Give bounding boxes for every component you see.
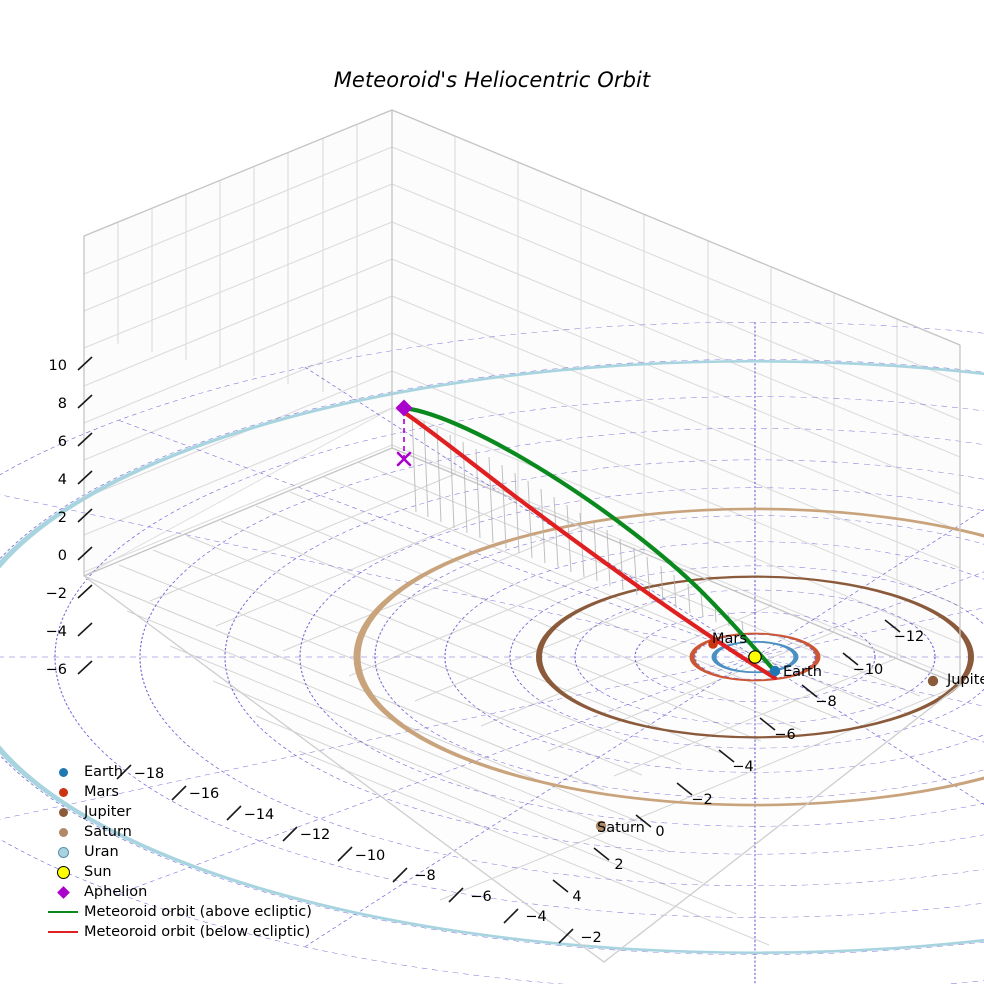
legend-label-saturn: Saturn bbox=[84, 824, 132, 840]
x-tick-m2: −2 bbox=[580, 930, 601, 946]
x-tick-m14: −14 bbox=[244, 807, 275, 823]
y-tick-2: 2 bbox=[614, 857, 623, 873]
planet-orbits bbox=[0, 360, 984, 954]
legend-item-orbit-below[interactable]: Meteoroid orbit (below ecliptic) bbox=[46, 922, 346, 942]
uran-marker-icon bbox=[46, 842, 80, 862]
ecliptic-polar-grid bbox=[0, 322, 984, 984]
x-tick-m16: −16 bbox=[189, 786, 220, 802]
orbit-mars bbox=[689, 632, 821, 682]
legend-item-jupiter[interactable]: Jupiter bbox=[46, 802, 346, 822]
legend-item-uran[interactable]: Uran bbox=[46, 842, 346, 862]
z-tick-0: 0 bbox=[58, 548, 67, 564]
legend-label-earth: Earth bbox=[84, 764, 123, 780]
z-tick-4: 4 bbox=[58, 472, 67, 488]
mars-label: Mars bbox=[712, 631, 747, 647]
x-axis-tick-labels: −18 −16 −14 −12 −10 −8 −6 −4 −2 bbox=[134, 766, 602, 946]
legend-item-orbit-above[interactable]: Meteoroid orbit (above ecliptic) bbox=[46, 902, 346, 922]
legend-item-aphelion[interactable]: Aphelion bbox=[46, 882, 346, 902]
y-tick-m2: −2 bbox=[691, 792, 712, 808]
z-tick-6: 6 bbox=[58, 434, 67, 450]
legend-label-jupiter: Jupiter bbox=[84, 804, 132, 820]
x-tick-m8: −8 bbox=[414, 868, 435, 884]
z-tick-m2: −2 bbox=[46, 586, 67, 602]
x-tick-m6: −6 bbox=[470, 889, 491, 905]
orbit-earth bbox=[711, 640, 799, 674]
earth-marker bbox=[769, 665, 781, 677]
legend-item-mars[interactable]: Mars bbox=[46, 782, 346, 802]
green-line-icon bbox=[46, 902, 80, 922]
x-tick-m18: −18 bbox=[134, 766, 165, 782]
legend-item-saturn[interactable]: Saturn bbox=[46, 822, 346, 842]
legend-label-orbit-below: Meteoroid orbit (below ecliptic) bbox=[84, 924, 311, 940]
legend: Earth Mars Jupiter Saturn Uran bbox=[46, 762, 346, 942]
y-tick-m10: −10 bbox=[853, 662, 884, 678]
y-tick-m12: −12 bbox=[894, 629, 925, 645]
z-tick-m6: −6 bbox=[46, 662, 67, 678]
x-tick-m10: −10 bbox=[355, 848, 386, 864]
x-tick-m12: −12 bbox=[300, 827, 331, 843]
axes-box-edges bbox=[83, 109, 961, 963]
y-tick-m4: −4 bbox=[732, 759, 753, 775]
y-tick-m6: −6 bbox=[774, 727, 795, 743]
z-tick-10: 10 bbox=[49, 358, 67, 374]
y-axis-tick-labels: −12 −10 −8 −6 −4 −2 0 2 4 bbox=[572, 629, 924, 905]
y-tick-4: 4 bbox=[572, 889, 581, 905]
mars-marker-icon bbox=[46, 782, 80, 802]
legend-label-uran: Uran bbox=[84, 844, 119, 860]
sun-marker bbox=[748, 650, 762, 664]
legend-label-orbit-above: Meteoroid orbit (above ecliptic) bbox=[84, 904, 312, 920]
legend-label-mars: Mars bbox=[84, 784, 119, 800]
saturn-marker bbox=[595, 820, 607, 832]
aphelion-projection-x-icon bbox=[396, 451, 412, 467]
legend-label-sun: Sun bbox=[84, 864, 112, 880]
aphelion-diamond-icon bbox=[46, 882, 80, 902]
z-tick-2: 2 bbox=[58, 510, 67, 526]
saturn-label: Saturn bbox=[597, 820, 645, 836]
sun-marker-icon bbox=[46, 862, 80, 882]
orbit-projection-stems bbox=[411, 414, 744, 632]
y-tick-0: 0 bbox=[655, 824, 664, 840]
jupiter-marker bbox=[927, 675, 939, 687]
x-tick-m4: −4 bbox=[525, 909, 546, 925]
mars-marker bbox=[708, 639, 718, 649]
z-tick-8: 8 bbox=[58, 396, 67, 412]
jupiter-label: Jupite bbox=[946, 672, 984, 688]
x-axis-ticks bbox=[116, 764, 574, 944]
aphelion-marker bbox=[395, 399, 413, 417]
orbit-saturn bbox=[353, 507, 984, 807]
orbit-uran bbox=[0, 360, 984, 954]
legend-label-aphelion: Aphelion bbox=[84, 884, 148, 900]
legend-item-sun[interactable]: Sun bbox=[46, 862, 346, 882]
legend-item-earth[interactable]: Earth bbox=[46, 762, 346, 782]
z-axis-ticks bbox=[77, 356, 93, 675]
red-line-icon bbox=[46, 922, 80, 942]
meteoroid-orbit-below-ecliptic bbox=[402, 410, 778, 681]
page-title: Meteoroid's Heliocentric Orbit bbox=[333, 68, 651, 92]
meteoroid-orbit-above-ecliptic bbox=[401, 405, 775, 671]
pane-floor-extended bbox=[83, 575, 770, 946]
saturn-marker-icon bbox=[46, 822, 80, 842]
z-axis-tick-labels: 10 8 6 4 2 0 −2 −4 −6 bbox=[46, 358, 67, 678]
orbit-jupiter bbox=[536, 575, 974, 739]
earth-label: Earth bbox=[783, 664, 822, 680]
jupiter-marker-icon bbox=[46, 802, 80, 822]
y-tick-m8: −8 bbox=[815, 694, 836, 710]
y-axis-ticks bbox=[552, 619, 901, 893]
z-tick-m4: −4 bbox=[46, 624, 67, 640]
earth-marker-icon bbox=[46, 762, 80, 782]
